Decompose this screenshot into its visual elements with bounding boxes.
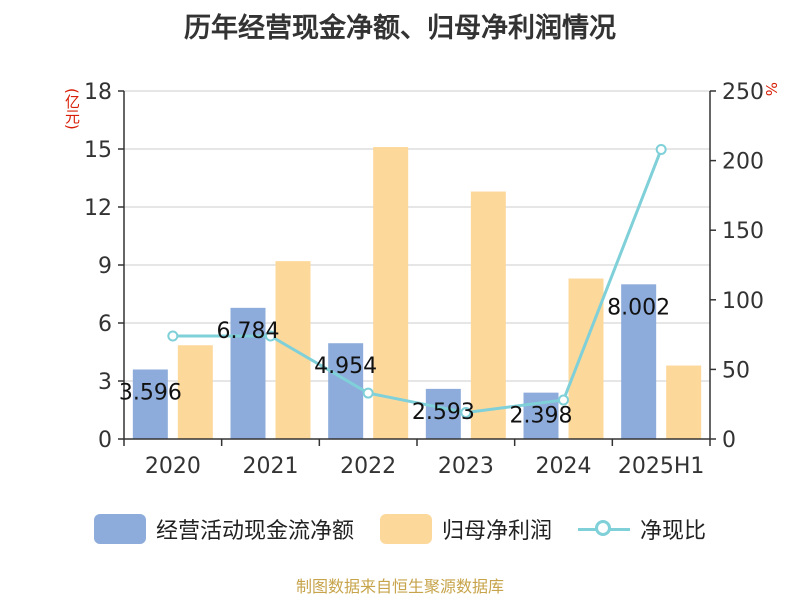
legend-swatch-ratio [578,514,630,544]
bar-cashflow [328,343,364,439]
left-tick-label: 0 [98,428,112,453]
right-tick-label: 0 [722,428,736,453]
bar-netprofit [666,365,702,439]
left-tick-label: 3 [98,370,112,395]
legend-label-cashflow: 经营活动现金流净额 [155,519,354,544]
legend-label-netprofit: 归母净利润 [441,519,552,544]
legend: 经营活动现金流净额 归母净利润 净现比 [0,513,800,545]
right-tick-label: 250 [722,80,764,105]
bar-netprofit [568,278,604,439]
left-tick-label: 9 [98,254,112,279]
legend-label-ratio: 净现比 [640,519,707,544]
legend-item-ratio[interactable]: 净现比 [578,513,706,545]
x-tick-label: 2023 [438,454,494,479]
bar-data-label: 4.954 [314,354,377,379]
bar-data-label: 2.398 [510,404,573,429]
bar-cashflow [425,388,461,439]
left-tick-label: 15 [84,138,112,163]
legend-item-cashflow[interactable]: 经营活动现金流净额 [93,513,354,545]
ratio-point [558,394,569,406]
left-tick-label: 6 [98,312,112,337]
x-tick-label: 2021 [243,454,299,479]
bar-netprofit [373,147,409,440]
chart-title: 历年经营现金净额、归母净利润情况 [184,13,616,44]
legend-marker [595,520,611,536]
ratio-line [172,148,663,415]
legend-swatch-netprofit [379,514,432,544]
bar-netprofit [177,345,213,439]
ratio-point [655,143,667,155]
ratio-point [362,387,374,399]
x-tick-label: 2024 [536,454,592,479]
right-tick-label: 100 [722,289,764,314]
bar-data-label: 8.002 [607,295,670,320]
bar-cashflow [230,307,266,439]
bar-cashflow [132,369,168,439]
data-source: 制图数据来自恒生聚源数据库 [295,577,504,596]
left-tick-label: 12 [84,196,112,221]
right-tick-label: 150 [722,219,764,244]
bar-data-label: 3.596 [119,380,182,405]
x-tick-label: 2025H1 [618,454,705,479]
right-tick-label: 50 [722,358,750,383]
left-axis-unit: (亿元) [63,88,81,130]
bar-data-label: 6.784 [217,319,280,344]
left-tick-label: 18 [84,80,112,105]
ratio-point [265,330,276,342]
legend-item-netprofit[interactable]: 归母净利润 [379,513,552,545]
x-tick-label: 2022 [340,454,396,479]
ratio-point [460,407,472,419]
bar-cashflow [621,284,657,439]
legend-swatch-cashflow [93,514,146,544]
bar-data-label: 2.593 [412,400,475,425]
x-tick-label: 2020 [145,454,201,479]
right-tick-label: 200 [722,150,764,175]
ratio-point [167,330,179,342]
bar-netprofit [470,191,506,439]
